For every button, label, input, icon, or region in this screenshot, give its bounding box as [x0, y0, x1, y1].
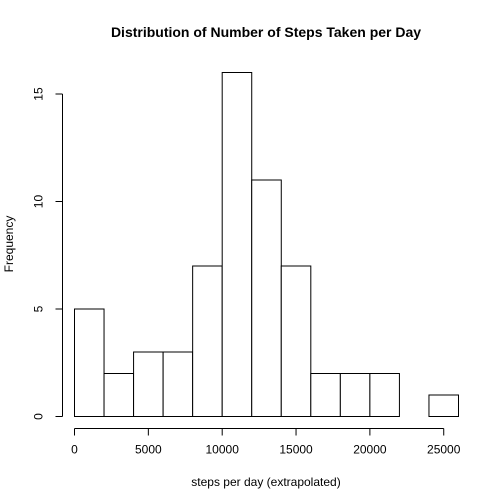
histogram-bars [74, 72, 460, 417]
histogram-bar-9 [339, 373, 371, 417]
y-axis: 0 5 10 15 [32, 87, 63, 420]
histogram-bar-2 [133, 351, 164, 417]
histogram-bar-8 [310, 373, 341, 417]
histogram-bar-5 [221, 72, 253, 417]
y-tick-label-1: 5 [32, 305, 46, 312]
x-tick-label-2: 10000 [206, 443, 240, 457]
x-tick-label-5: 25000 [427, 443, 461, 457]
y-tick-label-0: 0 [32, 413, 46, 420]
histogram-bar-3 [162, 351, 194, 417]
histogram-bar-7 [280, 265, 312, 417]
histogram-bar-1 [103, 373, 135, 417]
histogram-bar-12 [428, 394, 460, 417]
y-tick-label-3: 15 [32, 87, 46, 101]
x-tick-label-3: 15000 [279, 443, 313, 457]
histogram-bar-0 [74, 308, 105, 417]
x-tick-label-4: 20000 [353, 443, 387, 457]
x-tick-label-1: 5000 [135, 443, 162, 457]
x-axis: 0 5000 10000 15000 20000 25000 [71, 428, 461, 457]
histogram-bar-4 [192, 265, 223, 417]
y-axis-label: Frequency [2, 216, 16, 273]
chart-title: Distribution of Number of Steps Taken pe… [111, 24, 421, 40]
x-tick-label-0: 0 [71, 443, 78, 457]
x-axis-label: steps per day (extrapolated) [191, 475, 340, 489]
y-tick-label-2: 10 [32, 195, 46, 209]
histogram-bar-6 [251, 179, 282, 417]
histogram-bar-10 [369, 373, 400, 417]
